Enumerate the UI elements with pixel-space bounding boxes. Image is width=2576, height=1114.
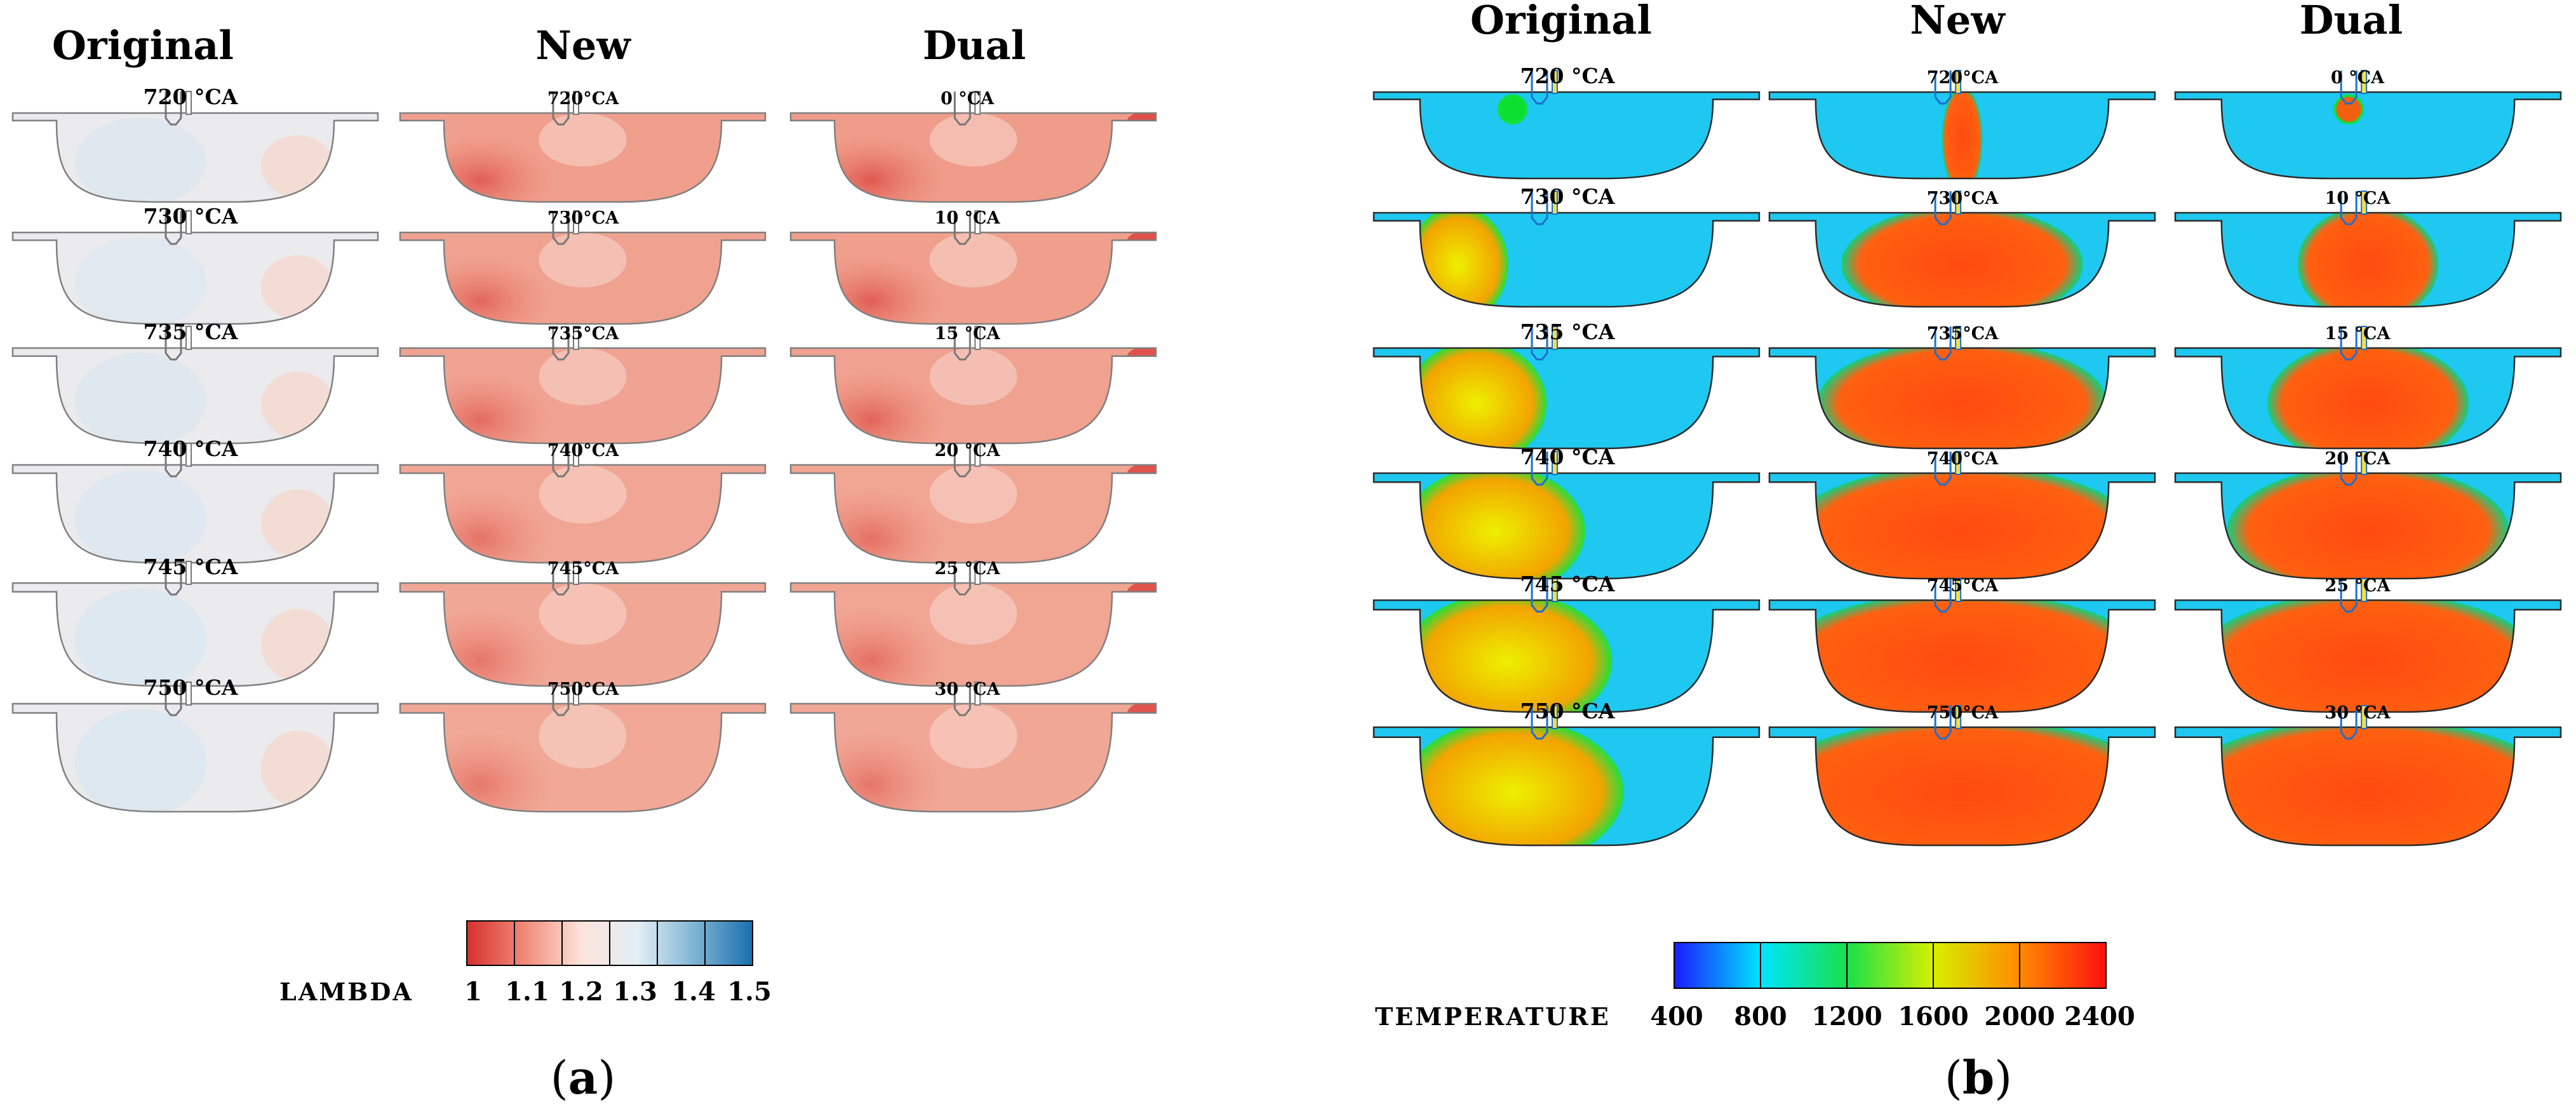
angle-label-b-0-1: 730 °CA — [1520, 184, 1615, 209]
angle-label-b-0-3: 740 °CA — [1520, 445, 1615, 469]
contour-a-col0-row5 — [11, 681, 379, 813]
contour-b-col1-row5 — [1768, 705, 2156, 847]
angle-label-b-1-3: 740°CA — [1927, 449, 1999, 469]
contour-a-col0-row4 — [11, 561, 379, 687]
lambda-colorbar-title: LAMBDA — [279, 977, 413, 1006]
angle-label-b-0-4: 745 °CA — [1520, 572, 1615, 596]
panel-a-label: (a) — [551, 1050, 616, 1104]
contour-a-col2-row0 — [789, 91, 1157, 203]
angle-label-a-0-1: 730 °CA — [144, 204, 238, 229]
contour-b-col1-row1 — [1768, 191, 2156, 308]
contour-b-col1-row4 — [1768, 578, 2156, 713]
angle-label-b-2-4: 25 °CA — [2325, 576, 2391, 596]
panel-a-header-new: New — [535, 22, 631, 69]
angle-label-a-0-5: 750 °CA — [144, 675, 238, 700]
temperature-colorbar-title: TEMPERATURE — [1375, 1002, 1611, 1031]
angle-label-b-1-0: 720°CA — [1927, 68, 1999, 88]
temperature-tick: 2400 — [2064, 1002, 2135, 1031]
contour-b-col1-row0 — [1768, 70, 2156, 180]
lambda-tick: 1.2 — [559, 977, 603, 1007]
angle-label-b-1-4: 745°CA — [1927, 576, 1999, 596]
angle-label-a-1-4: 745°CA — [547, 559, 619, 579]
angle-label-b-2-0: 0 °CA — [2331, 68, 2385, 88]
angle-label-a-2-2: 15 °CA — [935, 324, 1001, 344]
angle-label-b-2-1: 10 °CA — [2325, 189, 2391, 208]
temperature-colorbar: TEMPERATURE 400 800 1200 1600 2000 2400 — [1375, 942, 2135, 1031]
angle-label-a-1-3: 740°CA — [547, 441, 619, 460]
angle-label-a-0-3: 740 °CA — [144, 436, 238, 461]
contour-b-col0-row5 — [1372, 705, 1761, 847]
angle-label-a-1-5: 750°CA — [547, 680, 619, 699]
angle-label-a-1-0: 720°CA — [547, 89, 619, 109]
angle-label-a-2-4: 25 °CA — [935, 559, 1001, 579]
lambda-tick: 1.3 — [613, 977, 657, 1007]
angle-label-b-2-5: 30 °CA — [2325, 703, 2391, 723]
angle-label-a-2-5: 30 °CA — [935, 680, 1001, 699]
angle-label-b-0-2: 735 °CA — [1520, 319, 1615, 344]
panel-b-header-original: Original — [1470, 0, 1652, 43]
contour-a-col0-row2 — [11, 326, 379, 445]
contour-a-col1-row1 — [399, 210, 767, 325]
contour-a-col1-row5 — [399, 681, 767, 813]
contour-a-col2-row5 — [789, 681, 1157, 813]
contour-b-col0-row1 — [1372, 191, 1761, 308]
temperature-tick: 1200 — [1811, 1002, 1882, 1031]
angle-label-a-2-1: 10 °CA — [935, 208, 1001, 228]
angle-label-a-1-2: 735°CA — [547, 324, 619, 344]
contour-a-col1-row0 — [399, 91, 767, 203]
temperature-tick: 2000 — [1984, 1002, 2055, 1031]
contour-b-col2-row5 — [2174, 705, 2562, 847]
lambda-tick: 1.4 — [671, 977, 716, 1007]
lambda-tick: 1.1 — [505, 977, 549, 1007]
angle-label-a-0-2: 735 °CA — [144, 319, 238, 344]
temperature-tick: 800 — [1734, 1002, 1787, 1031]
angle-label-b-1-5: 750°CA — [1927, 703, 1999, 723]
angle-label-b-2-2: 15 °CA — [2325, 324, 2391, 344]
contour-b-col1-row2 — [1768, 326, 2156, 450]
angle-label-b-2-3: 20 °CA — [2325, 449, 2391, 469]
panel-b-header-dual: Dual — [2300, 0, 2403, 43]
contour-b-col2-row2 — [2174, 326, 2562, 450]
panel-a-header-dual: Dual — [923, 22, 1026, 69]
lambda-tick: 1.5 — [727, 977, 772, 1007]
angle-label-b-1-2: 735°CA — [1927, 324, 1999, 344]
contour-b-col2-row3 — [2174, 451, 2562, 580]
angle-label-a-2-3: 20 °CA — [935, 441, 1001, 460]
panel-b-label: (b) — [1945, 1050, 2013, 1104]
contour-b-col1-row3 — [1768, 451, 2156, 580]
angle-label-b-0-5: 750 °CA — [1520, 699, 1615, 723]
temperature-tick: 400 — [1650, 1002, 1703, 1031]
angle-label-b-0-0: 720 °CA — [1520, 64, 1615, 88]
temperature-colorbar-bar — [1674, 942, 2107, 989]
angle-label-a-0-0: 720 °CA — [144, 84, 238, 109]
angle-label-b-1-1: 730°CA — [1927, 189, 1999, 208]
angle-label-a-1-1: 730°CA — [547, 208, 619, 228]
temperature-tick: 1600 — [1898, 1002, 1968, 1031]
contour-b-col2-row1 — [2174, 191, 2562, 308]
angle-label-a-2-0: 0 °CA — [941, 89, 995, 109]
panel-a-header-original: Original — [52, 22, 234, 69]
panel-b-header-new: New — [1910, 0, 2006, 43]
lambda-colorbar: LAMBDA 1 1.1 1.2 1.3 1.4 1.5 — [279, 920, 772, 1007]
lambda-tick: 1 — [464, 977, 482, 1007]
angle-label-a-0-4: 745 °CA — [144, 554, 238, 579]
contour-a-col0-row3 — [11, 443, 379, 564]
